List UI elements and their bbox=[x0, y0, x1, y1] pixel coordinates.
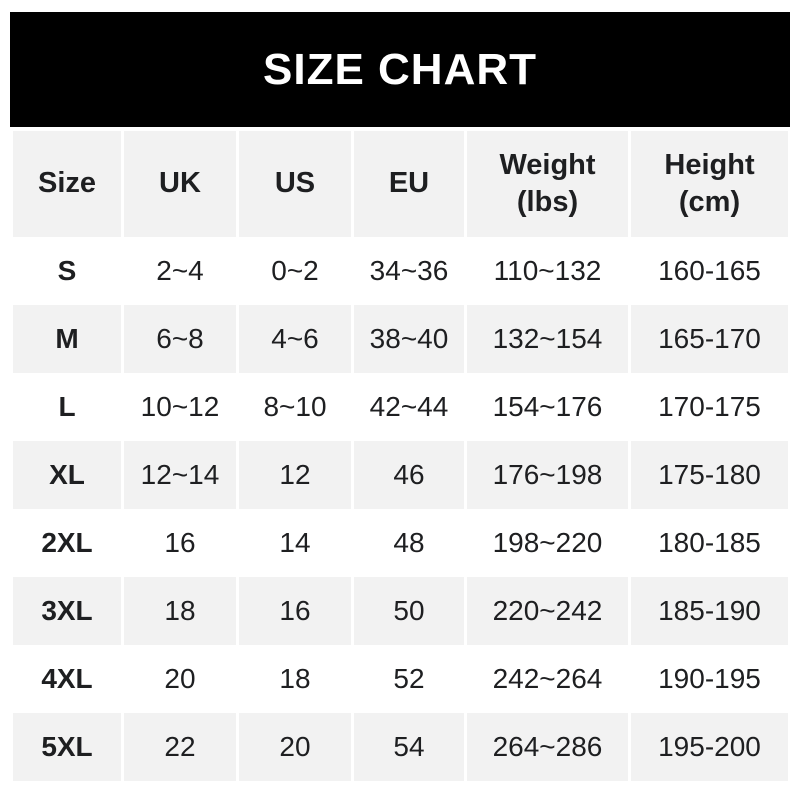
cell-uk: 10~12 bbox=[124, 373, 236, 441]
column-header-weight: Weight (lbs) bbox=[467, 131, 628, 237]
cell-eu: 38~40 bbox=[354, 305, 464, 373]
cell-uk: 2~4 bbox=[124, 237, 236, 305]
cell-size: 3XL bbox=[13, 577, 121, 645]
cell-us: 4~6 bbox=[239, 305, 351, 373]
cell-height: 160-165 bbox=[631, 237, 788, 305]
cell-us: 14 bbox=[239, 509, 351, 577]
cell-us: 12 bbox=[239, 441, 351, 509]
column-header-height-line2: (cm) bbox=[678, 186, 741, 218]
cell-height: 170-175 bbox=[631, 373, 788, 441]
size-table: Size UK US EU Weight (lbs) Height (cm) S… bbox=[10, 131, 791, 781]
cell-eu: 48 bbox=[354, 509, 464, 577]
column-header-eu: EU bbox=[354, 131, 464, 237]
cell-size: 2XL bbox=[13, 509, 121, 577]
cell-height: 190-195 bbox=[631, 645, 788, 713]
cell-us: 20 bbox=[239, 713, 351, 781]
column-header-uk: UK bbox=[124, 131, 236, 237]
cell-uk: 16 bbox=[124, 509, 236, 577]
table-row-xl: XL 12~14 12 46 176~198 175-180 bbox=[13, 441, 788, 509]
cell-eu: 42~44 bbox=[354, 373, 464, 441]
column-header-size: Size bbox=[13, 131, 121, 237]
cell-weight: 132~154 bbox=[467, 305, 628, 373]
cell-size: 5XL bbox=[13, 713, 121, 781]
cell-height: 165-170 bbox=[631, 305, 788, 373]
cell-height: 195-200 bbox=[631, 713, 788, 781]
cell-eu: 54 bbox=[354, 713, 464, 781]
cell-uk: 6~8 bbox=[124, 305, 236, 373]
cell-height: 185-190 bbox=[631, 577, 788, 645]
table-row-s: S 2~4 0~2 34~36 110~132 160-165 bbox=[13, 237, 788, 305]
column-header-height: Height (cm) bbox=[631, 131, 788, 237]
cell-weight: 220~242 bbox=[467, 577, 628, 645]
cell-uk: 20 bbox=[124, 645, 236, 713]
page-title: SIZE CHART bbox=[263, 44, 537, 94]
cell-size: XL bbox=[13, 441, 121, 509]
column-header-weight-line2: (lbs) bbox=[516, 186, 579, 218]
table-row-5xl: 5XL 22 20 54 264~286 195-200 bbox=[13, 713, 788, 781]
cell-us: 0~2 bbox=[239, 237, 351, 305]
cell-size: M bbox=[13, 305, 121, 373]
banner: SIZE CHART bbox=[10, 12, 790, 127]
column-header-us: US bbox=[239, 131, 351, 237]
cell-size: 4XL bbox=[13, 645, 121, 713]
table-row-l: L 10~12 8~10 42~44 154~176 170-175 bbox=[13, 373, 788, 441]
cell-uk: 18 bbox=[124, 577, 236, 645]
cell-uk: 12~14 bbox=[124, 441, 236, 509]
cell-height: 175-180 bbox=[631, 441, 788, 509]
cell-us: 16 bbox=[239, 577, 351, 645]
cell-eu: 46 bbox=[354, 441, 464, 509]
table-row-3xl: 3XL 18 16 50 220~242 185-190 bbox=[13, 577, 788, 645]
cell-us: 18 bbox=[239, 645, 351, 713]
cell-weight: 154~176 bbox=[467, 373, 628, 441]
cell-us: 8~10 bbox=[239, 373, 351, 441]
cell-weight: 198~220 bbox=[467, 509, 628, 577]
cell-weight: 110~132 bbox=[467, 237, 628, 305]
column-header-height-line1: Height bbox=[664, 148, 755, 181]
header-row: Size UK US EU Weight (lbs) Height (cm) bbox=[13, 131, 788, 237]
table-row-4xl: 4XL 20 18 52 242~264 190-195 bbox=[13, 645, 788, 713]
column-header-weight-line1: Weight bbox=[499, 148, 596, 181]
cell-size: L bbox=[13, 373, 121, 441]
cell-size: S bbox=[13, 237, 121, 305]
cell-eu: 34~36 bbox=[354, 237, 464, 305]
cell-weight: 176~198 bbox=[467, 441, 628, 509]
cell-weight: 264~286 bbox=[467, 713, 628, 781]
table-row-m: M 6~8 4~6 38~40 132~154 165-170 bbox=[13, 305, 788, 373]
cell-uk: 22 bbox=[124, 713, 236, 781]
cell-eu: 50 bbox=[354, 577, 464, 645]
cell-weight: 242~264 bbox=[467, 645, 628, 713]
cell-height: 180-185 bbox=[631, 509, 788, 577]
cell-eu: 52 bbox=[354, 645, 464, 713]
table-row-2xl: 2XL 16 14 48 198~220 180-185 bbox=[13, 509, 788, 577]
